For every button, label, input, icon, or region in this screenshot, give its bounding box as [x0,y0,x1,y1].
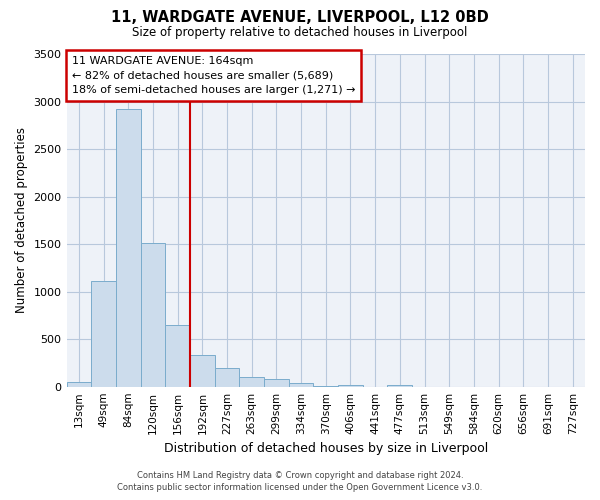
Bar [67,382,91,386]
Bar [289,384,313,386]
Bar [165,325,190,386]
Bar [140,243,165,386]
X-axis label: Distribution of detached houses by size in Liverpool: Distribution of detached houses by size … [164,442,488,455]
Bar [91,281,116,386]
Text: 11 WARDGATE AVENUE: 164sqm
← 82% of detached houses are smaller (5,689)
18% of s: 11 WARDGATE AVENUE: 164sqm ← 82% of deta… [72,56,355,96]
Y-axis label: Number of detached properties: Number of detached properties [15,128,28,314]
Bar [116,109,140,386]
Bar [190,355,215,386]
Bar [388,385,412,386]
Text: 11, WARDGATE AVENUE, LIVERPOOL, L12 0BD: 11, WARDGATE AVENUE, LIVERPOOL, L12 0BD [111,10,489,25]
Text: Contains HM Land Registry data © Crown copyright and database right 2024.
Contai: Contains HM Land Registry data © Crown c… [118,471,482,492]
Bar [239,377,264,386]
Text: Size of property relative to detached houses in Liverpool: Size of property relative to detached ho… [133,26,467,39]
Bar [215,368,239,386]
Bar [338,385,363,386]
Bar [264,378,289,386]
